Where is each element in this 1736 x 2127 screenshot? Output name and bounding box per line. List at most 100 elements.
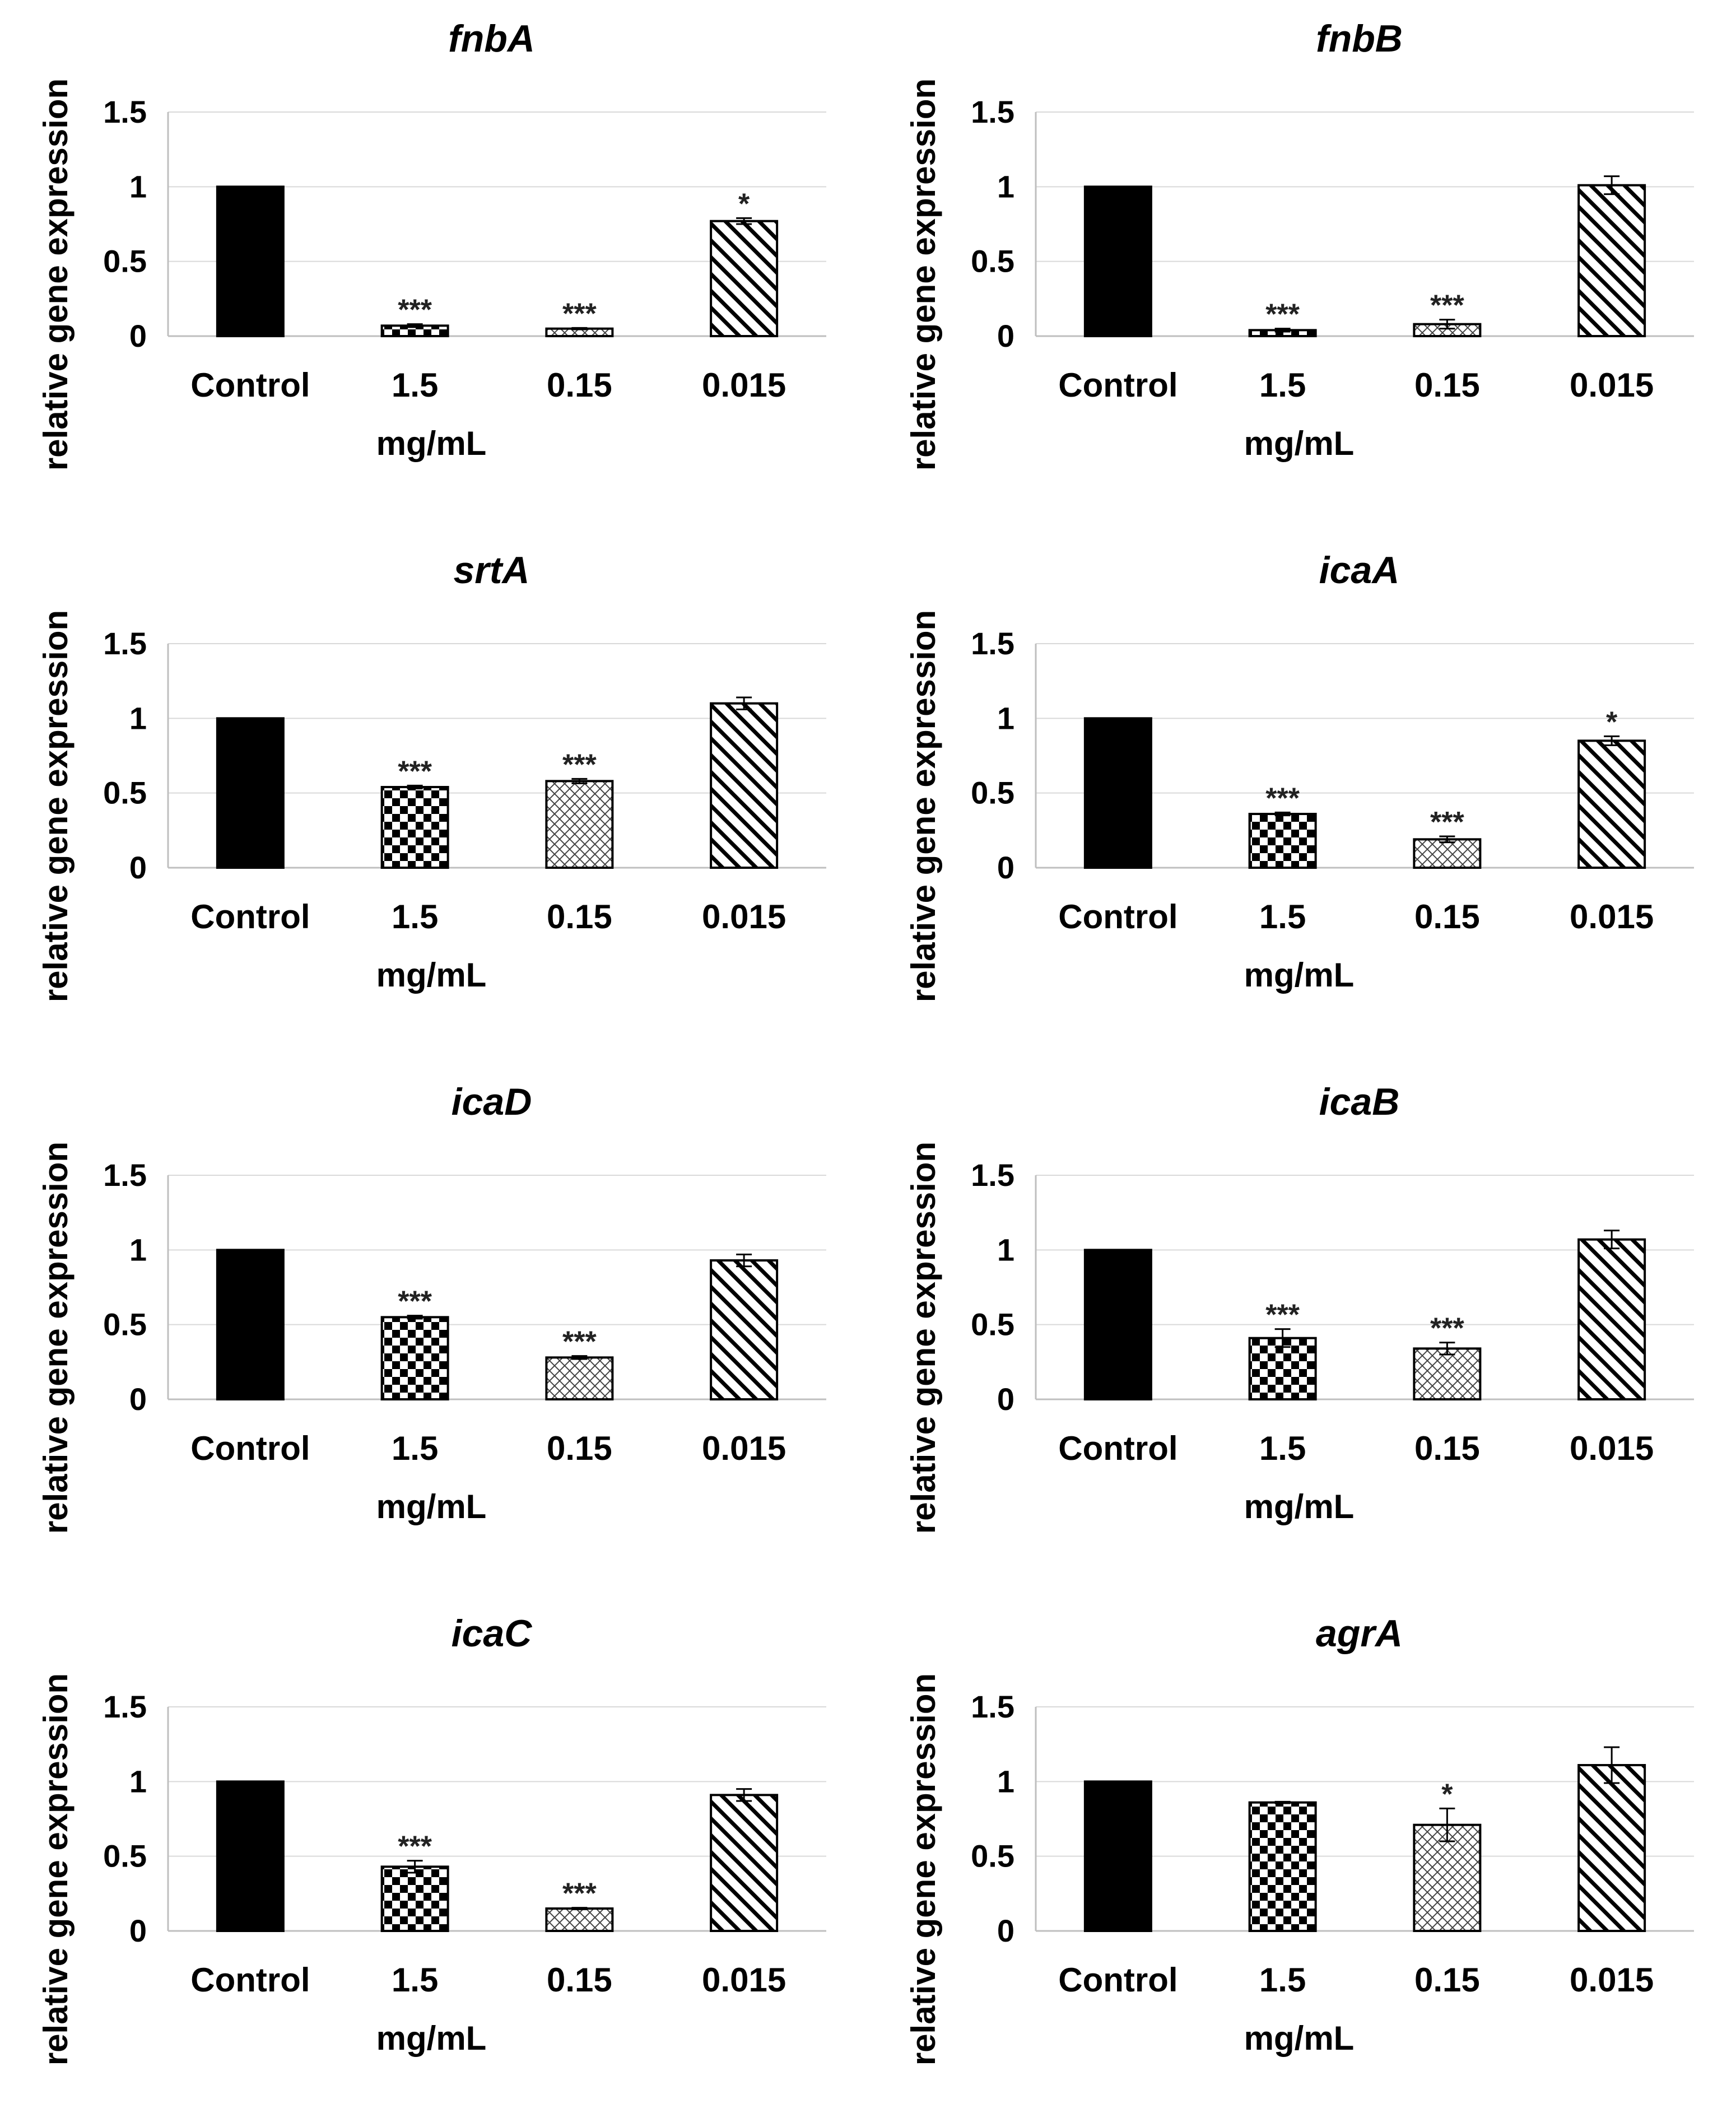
y-tick-label: 1.5 bbox=[971, 626, 1014, 661]
chart-title: icaA bbox=[1319, 549, 1400, 592]
x-axis-label: mg/mL bbox=[376, 956, 487, 994]
y-axis-label: relative gene expression bbox=[905, 1673, 942, 2065]
chart-svg: agrA 0 0.5 1 1.5 Control 1.5 * 0.15 0.015 mg/mL rel… bbox=[905, 1612, 1694, 2065]
chart-svg: icaC 0 0.5 1 1.5 Control *** 1.5 *** 0.15 0.015 mg/… bbox=[37, 1612, 826, 2065]
y-axis-label: relative gene expression bbox=[37, 610, 75, 1002]
significance-marker: *** bbox=[398, 294, 432, 327]
bar-1.5 bbox=[380, 786, 449, 869]
x-axis-label: mg/mL bbox=[376, 2019, 487, 2057]
significance-marker: *** bbox=[1265, 299, 1300, 331]
x-tick-label: 0.15 bbox=[1414, 898, 1480, 935]
chart-panel-srtA: srtA 0 0.5 1 1.5 Control *** 1.5 *** 0.15 0.015 mg/… bbox=[0, 532, 868, 1063]
y-axis-label: relative gene expression bbox=[905, 1142, 942, 1534]
chart-svg: icaD 0 0.5 1 1.5 Control *** 1.5 *** 0.15 0.015 mg/… bbox=[37, 1081, 826, 1534]
chart-panel-icaB: icaB 0 0.5 1 1.5 Control *** 1.5 *** 0.15 0.015 mg/… bbox=[868, 1063, 1735, 1595]
chart-svg: icaB 0 0.5 1 1.5 Control *** 1.5 *** 0.15 0.015 mg/… bbox=[905, 1081, 1694, 1534]
bar-1.5 bbox=[1248, 1337, 1317, 1400]
chart-svg: fnbA 0 0.5 1 1.5 Control *** 1.5 *** 0.15 * 0.015 mg… bbox=[37, 17, 826, 471]
y-tick-label: 0 bbox=[997, 850, 1014, 885]
significance-marker: *** bbox=[1430, 1312, 1464, 1345]
x-tick-label: 1.5 bbox=[1259, 1961, 1306, 1999]
y-axis-label: relative gene expression bbox=[37, 1673, 75, 2065]
y-axis-label: relative gene expression bbox=[37, 1142, 75, 1534]
x-tick-label: 1.5 bbox=[392, 1430, 438, 1467]
y-tick-label: 1 bbox=[997, 1763, 1014, 1799]
y-tick-label: 1.5 bbox=[971, 94, 1014, 129]
y-axis-label: relative gene expression bbox=[905, 610, 942, 1002]
chart-panel-icaD: icaD 0 0.5 1 1.5 Control *** 1.5 *** 0.15 0.015 mg/… bbox=[0, 1063, 868, 1595]
significance-marker: * bbox=[1441, 1778, 1453, 1810]
x-tick-label: Control bbox=[190, 366, 310, 404]
x-tick-label: 0.15 bbox=[547, 898, 612, 935]
y-tick-label: 1.5 bbox=[103, 94, 147, 129]
y-tick-label: 1 bbox=[129, 169, 147, 204]
bar-Control bbox=[216, 1780, 285, 1932]
x-axis-label: mg/mL bbox=[1244, 2019, 1355, 2057]
x-tick-label: 1.5 bbox=[392, 898, 438, 935]
y-tick-label: 0 bbox=[129, 318, 147, 353]
x-tick-label: Control bbox=[1058, 898, 1177, 935]
x-tick-label: Control bbox=[190, 898, 310, 935]
bar-0.15 bbox=[1413, 1347, 1482, 1401]
x-axis-label: mg/mL bbox=[376, 1488, 487, 1525]
y-tick-label: 0.5 bbox=[103, 244, 147, 279]
bar-1.5 bbox=[1248, 1801, 1317, 1932]
x-tick-label: 1.5 bbox=[1259, 366, 1306, 404]
bar-0.015 bbox=[710, 1794, 779, 1933]
bar-1.5 bbox=[380, 1865, 449, 1933]
x-tick-label: Control bbox=[190, 1961, 310, 1999]
chart-panel-fnbB: fnbB 0 0.5 1 1.5 Control *** 1.5 *** 0.15 0.015 mg/… bbox=[868, 0, 1735, 532]
y-tick-label: 0.5 bbox=[971, 1307, 1014, 1342]
chart-panel-icaA: icaA 0 0.5 1 1.5 Control *** 1.5 *** 0.15 * 0.015 mg… bbox=[868, 532, 1735, 1063]
chart-svg: srtA 0 0.5 1 1.5 Control *** 1.5 *** 0.15 0.015 mg/… bbox=[37, 549, 826, 1002]
bar-Control bbox=[1083, 717, 1152, 869]
chart-title: agrA bbox=[1316, 1612, 1403, 1655]
x-tick-label: 0.15 bbox=[1414, 366, 1480, 404]
significance-marker: *** bbox=[1265, 1299, 1300, 1332]
bar-Control bbox=[216, 717, 285, 869]
bar-0.015 bbox=[1577, 1764, 1646, 1932]
bar-0.15 bbox=[1413, 1823, 1482, 1932]
significance-marker: *** bbox=[398, 1286, 432, 1318]
y-tick-label: 1.5 bbox=[971, 1157, 1014, 1193]
x-tick-label: 1.5 bbox=[392, 1961, 438, 1999]
x-tick-label: 0.015 bbox=[702, 366, 786, 404]
chart-title: fnbA bbox=[448, 17, 535, 60]
y-tick-label: 1.5 bbox=[103, 1689, 147, 1724]
x-tick-label: Control bbox=[1058, 1961, 1177, 1999]
chart-title: icaB bbox=[1319, 1081, 1400, 1123]
x-tick-label: 0.015 bbox=[702, 1961, 786, 1999]
x-tick-label: Control bbox=[190, 1430, 310, 1467]
y-axis-label: relative gene expression bbox=[905, 78, 942, 471]
y-tick-label: 1 bbox=[997, 700, 1014, 736]
bar-0.15 bbox=[545, 1356, 614, 1400]
y-tick-label: 1 bbox=[997, 169, 1014, 204]
bar-0.015 bbox=[710, 1259, 779, 1400]
bar-Control bbox=[216, 1249, 285, 1400]
y-tick-label: 0.5 bbox=[971, 775, 1014, 811]
bar-Control bbox=[1083, 1780, 1152, 1932]
x-tick-label: 0.15 bbox=[547, 366, 612, 404]
y-tick-label: 0.5 bbox=[103, 1839, 147, 1874]
x-tick-label: 0.015 bbox=[702, 1430, 786, 1467]
chart-title: fnbB bbox=[1316, 17, 1403, 60]
bar-Control bbox=[216, 185, 285, 337]
significance-marker: * bbox=[1606, 706, 1618, 738]
x-tick-label: Control bbox=[1058, 1430, 1177, 1467]
x-axis-label: mg/mL bbox=[1244, 1488, 1355, 1525]
chart-title: srtA bbox=[453, 549, 529, 592]
significance-marker: * bbox=[738, 188, 750, 220]
bar-0.015 bbox=[1577, 1238, 1646, 1400]
x-tick-label: 0.15 bbox=[547, 1430, 612, 1467]
x-tick-label: 1.5 bbox=[1259, 1430, 1306, 1467]
y-tick-label: 0.5 bbox=[971, 1839, 1014, 1874]
x-tick-label: 1.5 bbox=[1259, 898, 1306, 935]
y-tick-label: 0.5 bbox=[103, 775, 147, 811]
y-tick-label: 1.5 bbox=[103, 1157, 147, 1193]
bar-0.015 bbox=[710, 702, 779, 869]
y-tick-label: 1 bbox=[129, 1232, 147, 1267]
bar-Control bbox=[1083, 185, 1152, 337]
x-tick-label: 0.15 bbox=[1414, 1430, 1480, 1467]
significance-marker: *** bbox=[562, 1878, 597, 1910]
